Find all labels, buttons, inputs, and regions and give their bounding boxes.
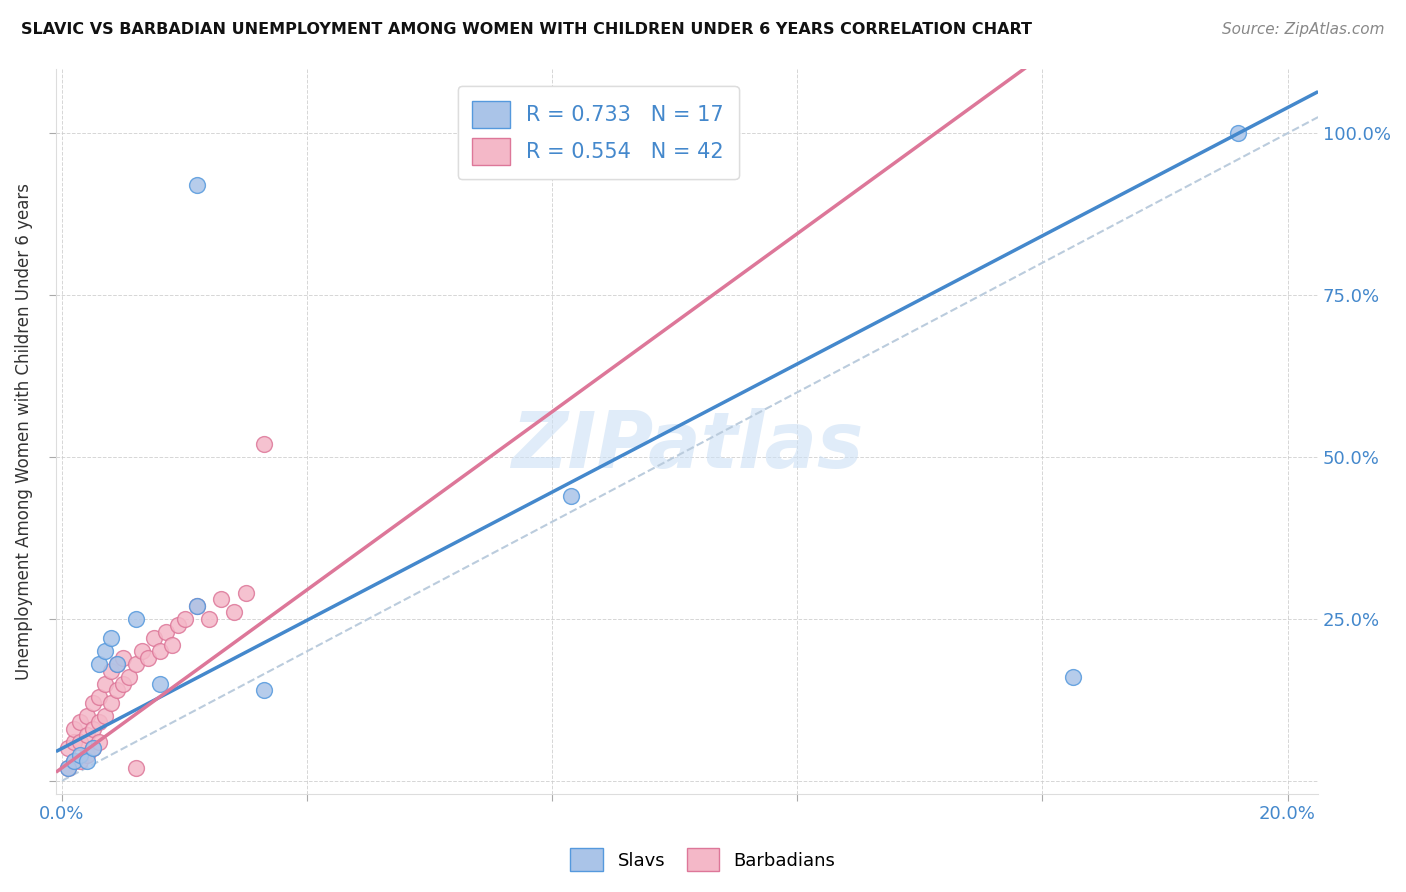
Point [100,632,122,646]
Point [105,683,128,698]
Point [56,761,79,775]
Point [94,676,117,690]
Point [87,690,110,704]
Point [235,586,257,600]
Point [112,676,135,690]
Point [94,644,117,658]
Point [186,178,208,192]
Point [76,747,98,762]
Point [112,650,135,665]
Point [167,618,190,632]
Point [1227,126,1250,140]
Y-axis label: Unemployment Among Women with Children Under 6 years: Unemployment Among Women with Children U… [15,183,32,680]
Point [87,735,110,749]
Point [149,676,172,690]
Point [124,657,146,672]
Point [209,592,232,607]
Point [186,599,208,613]
Point [124,612,146,626]
Point [155,624,177,639]
Point [69,747,91,762]
Point [69,735,91,749]
Point [82,722,104,736]
Point [222,606,245,620]
Point [56,741,79,756]
Point [76,709,98,723]
Point [136,650,159,665]
Point [105,657,128,672]
Point [253,437,276,451]
Point [105,657,128,672]
Point [173,612,195,626]
Point [1062,670,1084,684]
Legend: Slavs, Barbadians: Slavs, Barbadians [564,841,842,879]
Point [162,638,184,652]
Point [100,696,122,710]
Point [149,644,172,658]
Point [56,761,79,775]
Point [76,754,98,768]
Point [198,612,221,626]
Point [94,709,117,723]
Point [63,754,86,768]
Point [131,644,153,658]
Point [63,735,86,749]
Legend: R = 0.733   N = 17, R = 0.554   N = 42: R = 0.733 N = 17, R = 0.554 N = 42 [457,87,738,179]
Point [118,670,141,684]
Point [63,754,86,768]
Point [82,696,104,710]
Point [253,683,276,698]
Point [82,741,104,756]
Point [76,728,98,742]
Point [142,632,165,646]
Point [186,599,208,613]
Point [82,741,104,756]
Point [69,754,91,768]
Text: Source: ZipAtlas.com: Source: ZipAtlas.com [1222,22,1385,37]
Point [124,761,146,775]
Text: ZIPatlas: ZIPatlas [510,408,863,483]
Point [69,715,91,730]
Point [560,489,582,503]
Point [100,664,122,678]
Point [63,722,86,736]
Point [87,657,110,672]
Text: SLAVIC VS BARBADIAN UNEMPLOYMENT AMONG WOMEN WITH CHILDREN UNDER 6 YEARS CORRELA: SLAVIC VS BARBADIAN UNEMPLOYMENT AMONG W… [21,22,1032,37]
Point [87,715,110,730]
